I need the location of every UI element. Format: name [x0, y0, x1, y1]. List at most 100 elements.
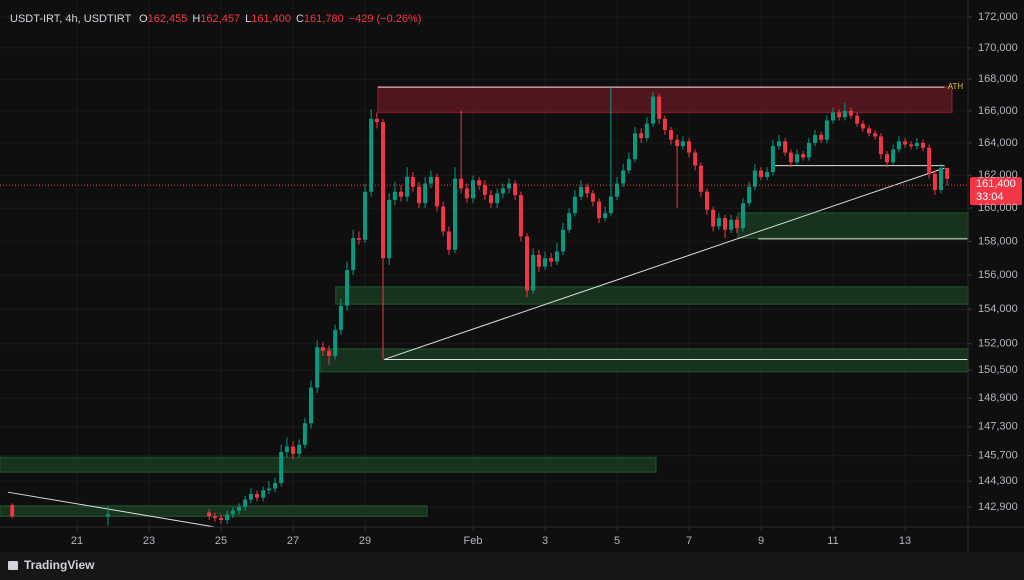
candle-body — [896, 141, 901, 150]
candle-body — [669, 130, 674, 140]
candle-body — [453, 178, 458, 250]
candle-body — [885, 154, 890, 163]
candle-body — [597, 201, 602, 219]
candle-body — [729, 219, 734, 230]
zone — [737, 212, 969, 239]
y-tick-label: 150,500 — [978, 364, 1018, 376]
zone — [0, 456, 657, 473]
candle-body — [579, 186, 584, 197]
zone — [335, 286, 969, 305]
change: −429 (−0.26%) — [349, 13, 422, 25]
brand-logo[interactable]: TradingView — [8, 558, 95, 572]
x-tick-label: 29 — [359, 535, 371, 547]
x-tick-label: 13 — [899, 535, 911, 547]
candle-body — [759, 170, 764, 177]
candle-body — [939, 167, 944, 191]
x-tick-label: 21 — [71, 535, 83, 547]
y-tick-label: 147,300 — [978, 421, 1018, 433]
legend-header: USDT-IRT, 4h, USDTIRT O162,455 H162,457 L16… — [10, 13, 421, 25]
candle-body — [261, 490, 266, 498]
candle-body — [765, 172, 770, 177]
x-tick-label: 7 — [686, 535, 692, 547]
y-tick-label: 168,000 — [978, 73, 1018, 85]
legend-value: 161,780 — [304, 13, 344, 25]
candle-body — [921, 142, 926, 148]
candle-body — [513, 183, 518, 195]
last-price-label: 161,400 — [976, 178, 1016, 190]
candle-body — [626, 159, 631, 171]
candle-body — [734, 219, 739, 229]
x-tick-label: Feb — [464, 535, 483, 547]
x-tick-label: 11 — [827, 535, 838, 547]
candle-body — [747, 186, 752, 204]
candle-body — [770, 146, 775, 173]
candle-body — [302, 423, 307, 445]
candle-body — [878, 136, 883, 155]
candle-body — [693, 152, 698, 166]
candle-body — [675, 139, 680, 147]
candle-body — [711, 209, 716, 227]
candle-body — [207, 512, 212, 517]
candle-body — [644, 123, 649, 139]
candle-body — [291, 446, 296, 454]
candle-body — [801, 154, 806, 158]
logo-icon — [8, 561, 18, 570]
candle-body — [741, 203, 746, 229]
candle-body — [621, 170, 626, 184]
candle-body — [212, 516, 217, 519]
candle-body — [495, 193, 500, 204]
candle-body — [507, 183, 512, 189]
legend-key: L — [245, 13, 251, 25]
candle-body — [687, 141, 692, 153]
candle-body — [831, 112, 836, 121]
candle-body — [837, 112, 842, 118]
candle-body — [945, 167, 950, 179]
candle-body — [477, 180, 482, 186]
y-tick-label: 172,000 — [978, 11, 1018, 23]
y-tick-label: 154,000 — [978, 303, 1018, 315]
candle-body — [338, 305, 343, 330]
legend-value: 162,457 — [200, 13, 240, 25]
candle-body — [518, 194, 523, 237]
candle-body — [536, 254, 541, 267]
candle-body — [105, 514, 110, 517]
candle-body — [428, 176, 433, 184]
candle-body — [500, 188, 505, 194]
candle-body — [423, 183, 428, 204]
candle-body — [248, 494, 253, 500]
candle-body — [273, 483, 278, 489]
x-tick-label: 9 — [758, 535, 764, 547]
candle-body — [237, 506, 242, 511]
legend-key: H — [192, 13, 200, 25]
y-tick-label: 160,000 — [978, 202, 1018, 214]
candle-body — [417, 186, 422, 204]
candle-body — [464, 188, 469, 199]
y-tick-label: 142,900 — [978, 501, 1018, 513]
candle-body — [441, 206, 446, 232]
candle-body — [435, 176, 440, 207]
candle-body — [615, 183, 620, 197]
candle-body — [549, 258, 554, 262]
candle-body — [381, 122, 386, 259]
candle-body — [860, 123, 865, 129]
candle-body — [849, 110, 854, 116]
candle-body — [554, 251, 559, 262]
candle-body — [723, 218, 728, 230]
candle-body — [374, 118, 379, 123]
candle-body — [315, 347, 320, 388]
candle-body — [471, 180, 476, 199]
candle-body — [806, 142, 811, 158]
candle-body — [716, 218, 721, 227]
drawn-line — [383, 167, 945, 360]
candle-body — [351, 238, 356, 271]
y-tick-label: 162,000 — [978, 169, 1018, 181]
candle-body — [698, 165, 703, 192]
candle-body — [405, 176, 410, 197]
candle-body — [561, 229, 566, 252]
candle-body — [855, 115, 860, 124]
drawn-line — [7, 491, 215, 528]
candle-body — [446, 231, 451, 250]
annotation: ATH — [948, 82, 964, 91]
y-tick-label: 145,700 — [978, 450, 1018, 462]
candle-body — [662, 118, 667, 131]
